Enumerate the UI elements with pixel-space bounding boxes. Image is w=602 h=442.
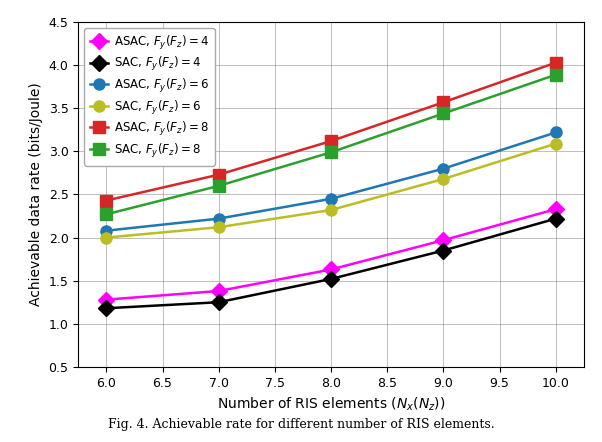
SAC, $F_y(F_z) = 8$ [103, 212, 110, 217]
Line: SAC, $F_y(F_z) = 4$: SAC, $F_y(F_z) = 4$ [101, 213, 562, 314]
SAC, $F_y(F_z) = 4$ [440, 248, 447, 253]
ASAC, $F_y(F_z) = 8$ [327, 138, 335, 144]
ASAC, $F_y(F_z) = 4$ [215, 288, 222, 293]
ASAC, $F_y(F_z) = 6$ [440, 166, 447, 171]
SAC, $F_y(F_z) = 8$ [215, 183, 222, 188]
SAC, $F_y(F_z) = 6$ [103, 235, 110, 240]
SAC, $F_y(F_z) = 4$ [552, 216, 559, 221]
Line: ASAC, $F_y(F_z) = 4$: ASAC, $F_y(F_z) = 4$ [101, 204, 562, 305]
Y-axis label: Achievable data rate (bits/Joule): Achievable data rate (bits/Joule) [29, 83, 43, 306]
Line: ASAC, $F_y(F_z) = 6$: ASAC, $F_y(F_z) = 6$ [101, 127, 562, 236]
SAC, $F_y(F_z) = 4$ [327, 276, 335, 282]
SAC, $F_y(F_z) = 6$ [215, 225, 222, 230]
SAC, $F_y(F_z) = 6$ [440, 176, 447, 182]
SAC, $F_y(F_z) = 4$ [215, 300, 222, 305]
ASAC, $F_y(F_z) = 6$ [327, 196, 335, 202]
ASAC, $F_y(F_z) = 4$ [103, 297, 110, 302]
Legend: ASAC, $F_y(F_z) = 4$, SAC, $F_y(F_z) = 4$, ASAC, $F_y(F_z) = 6$, SAC, $F_y(F_z) : ASAC, $F_y(F_z) = 4$, SAC, $F_y(F_z) = 4… [84, 28, 215, 165]
ASAC, $F_y(F_z) = 8$ [552, 60, 559, 65]
Text: Fig. 4. Achievable rate for different number of RIS elements.: Fig. 4. Achievable rate for different nu… [108, 418, 494, 431]
X-axis label: Number of RIS elements ($N_x(N_z)$): Number of RIS elements ($N_x(N_z)$) [217, 395, 445, 412]
ASAC, $F_y(F_z) = 4$ [552, 206, 559, 212]
ASAC, $F_y(F_z) = 4$ [327, 267, 335, 272]
ASAC, $F_y(F_z) = 8$ [215, 172, 222, 177]
ASAC, $F_y(F_z) = 4$ [440, 237, 447, 243]
ASAC, $F_y(F_z) = 6$ [552, 130, 559, 135]
SAC, $F_y(F_z) = 8$ [327, 149, 335, 155]
Line: ASAC, $F_y(F_z) = 8$: ASAC, $F_y(F_z) = 8$ [101, 57, 562, 206]
ASAC, $F_y(F_z) = 8$ [103, 198, 110, 203]
ASAC, $F_y(F_z) = 8$ [440, 99, 447, 105]
ASAC, $F_y(F_z) = 6$ [103, 228, 110, 233]
Line: SAC, $F_y(F_z) = 8$: SAC, $F_y(F_z) = 8$ [101, 69, 562, 220]
SAC, $F_y(F_z) = 6$ [327, 207, 335, 213]
SAC, $F_y(F_z) = 8$ [440, 111, 447, 116]
SAC, $F_y(F_z) = 8$ [552, 72, 559, 77]
ASAC, $F_y(F_z) = 6$ [215, 216, 222, 221]
SAC, $F_y(F_z) = 6$ [552, 141, 559, 146]
Line: SAC, $F_y(F_z) = 6$: SAC, $F_y(F_z) = 6$ [101, 138, 562, 243]
SAC, $F_y(F_z) = 4$ [103, 305, 110, 311]
